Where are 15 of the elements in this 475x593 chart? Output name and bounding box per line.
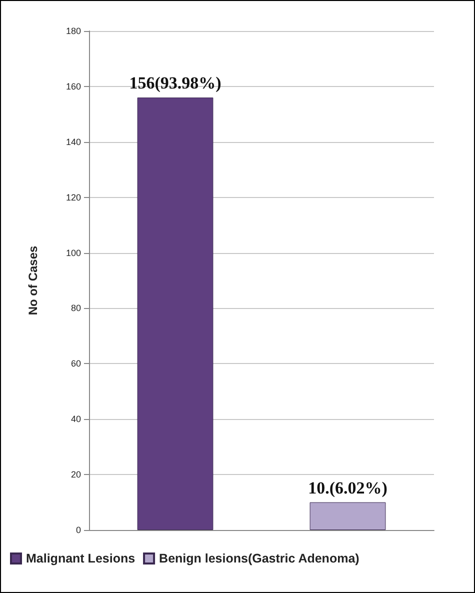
y-tick-label: 60 xyxy=(70,358,81,369)
data-label: 10.(6.02%) xyxy=(308,478,388,498)
y-tick-label: 140 xyxy=(66,136,81,147)
data-label: 156(93.98%) xyxy=(129,74,222,93)
y-tick-label: 120 xyxy=(66,192,81,202)
y-tick-label: 180 xyxy=(66,26,81,36)
y-axis-title: No of Cases xyxy=(26,246,40,316)
y-tick-label: 160 xyxy=(66,81,81,92)
legend-label: Benign lesions(Gastric Adenoma) xyxy=(159,552,360,566)
y-tick-label: 80 xyxy=(70,303,81,314)
y-tick-label: 40 xyxy=(70,414,81,424)
y-tick-label: 0 xyxy=(76,525,81,535)
y-tick-label: 100 xyxy=(66,248,81,258)
y-tick-label: 20 xyxy=(70,470,81,480)
legend-label: Malignant Lesions xyxy=(26,552,136,566)
